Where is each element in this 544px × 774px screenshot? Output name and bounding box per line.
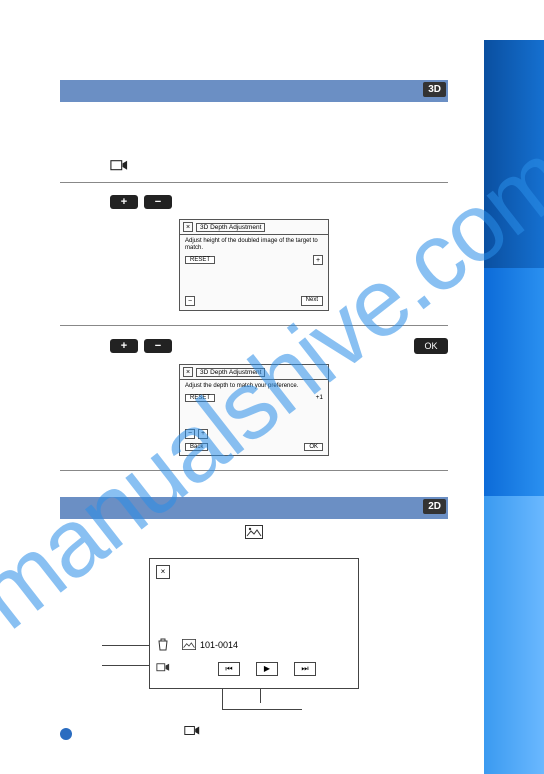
video-icon[interactable] bbox=[156, 661, 170, 675]
minus-button[interactable]: − bbox=[144, 195, 172, 209]
manual-page: 3D + − × 3D Depth Adjustment Adjust heig… bbox=[0, 0, 484, 774]
badge-2d: 2D bbox=[423, 499, 446, 514]
picture-icon-small bbox=[182, 639, 196, 652]
dialog-depth-adjust-1: × 3D Depth Adjustment Adjust height of t… bbox=[179, 219, 329, 311]
next-button[interactable]: ⏭ bbox=[294, 662, 316, 676]
dialog2-close-icon[interactable]: × bbox=[183, 367, 193, 377]
dialog1-close-icon[interactable]: × bbox=[183, 222, 193, 232]
viewer-close-button[interactable]: × bbox=[156, 565, 170, 579]
prev-button[interactable]: ⏮ bbox=[218, 662, 240, 676]
content-block-2: + − × 3D Depth Adjustment Adjust height … bbox=[60, 195, 448, 326]
leader-line bbox=[102, 665, 150, 666]
side-color-bar bbox=[484, 40, 544, 774]
leader-line bbox=[260, 689, 261, 703]
side-bar-seg-1 bbox=[484, 40, 544, 268]
leader-line bbox=[102, 645, 150, 646]
dialog2-title: 3D Depth Adjustment bbox=[196, 368, 265, 377]
plus-button-2[interactable]: + bbox=[110, 339, 138, 353]
side-bar-seg-3 bbox=[484, 496, 544, 774]
dialog1-next-button[interactable]: Next bbox=[301, 296, 323, 306]
dialog1-title: 3D Depth Adjustment bbox=[196, 223, 265, 232]
dialog2-hint: Adjust the depth to match your preferenc… bbox=[185, 383, 323, 390]
content-block-3: + − OK × 3D Depth Adjustment Adjust the … bbox=[60, 338, 448, 470]
dialog1-hint: Adjust height of the doubled image of th… bbox=[185, 238, 323, 252]
dialog2-minus-button[interactable]: − bbox=[185, 429, 195, 439]
ok-button[interactable]: OK bbox=[414, 338, 448, 354]
dialog1-minus-button[interactable]: − bbox=[185, 296, 195, 306]
viewer-filename: 101-0014 bbox=[200, 640, 238, 650]
page-number-dot bbox=[60, 728, 72, 740]
plus-button[interactable]: + bbox=[110, 195, 138, 209]
camera-play-icon bbox=[110, 158, 128, 172]
picture-icon bbox=[245, 526, 263, 543]
dialog2-ok-button[interactable]: OK bbox=[304, 443, 323, 451]
minus-button-2[interactable]: − bbox=[144, 339, 172, 353]
play-button[interactable]: ▶ bbox=[256, 662, 278, 676]
image-viewer: × 101-0014 bbox=[149, 558, 359, 689]
content-block-1 bbox=[60, 114, 448, 183]
badge-3d: 3D bbox=[423, 82, 446, 97]
dialog2-plus-button[interactable]: + bbox=[198, 429, 208, 439]
section-bar-3d: 3D bbox=[60, 80, 448, 102]
camera-play-footer-icon bbox=[184, 724, 200, 740]
dialog2-reset-button[interactable]: RESET bbox=[185, 394, 215, 402]
dialog-depth-adjust-2: × 3D Depth Adjustment Adjust the depth t… bbox=[179, 364, 329, 455]
side-bar-seg-2 bbox=[484, 268, 544, 496]
dialog2-value: +1 bbox=[316, 394, 323, 401]
dialog2-back-button[interactable]: Back bbox=[185, 443, 208, 451]
dialog1-plus-button[interactable]: + bbox=[313, 255, 323, 265]
dialog1-reset-button[interactable]: RESET bbox=[185, 256, 215, 264]
leader-line bbox=[222, 689, 223, 709]
trash-icon[interactable] bbox=[156, 637, 170, 651]
section-bar-2d: 2D bbox=[60, 497, 448, 519]
leader-line bbox=[222, 709, 302, 710]
